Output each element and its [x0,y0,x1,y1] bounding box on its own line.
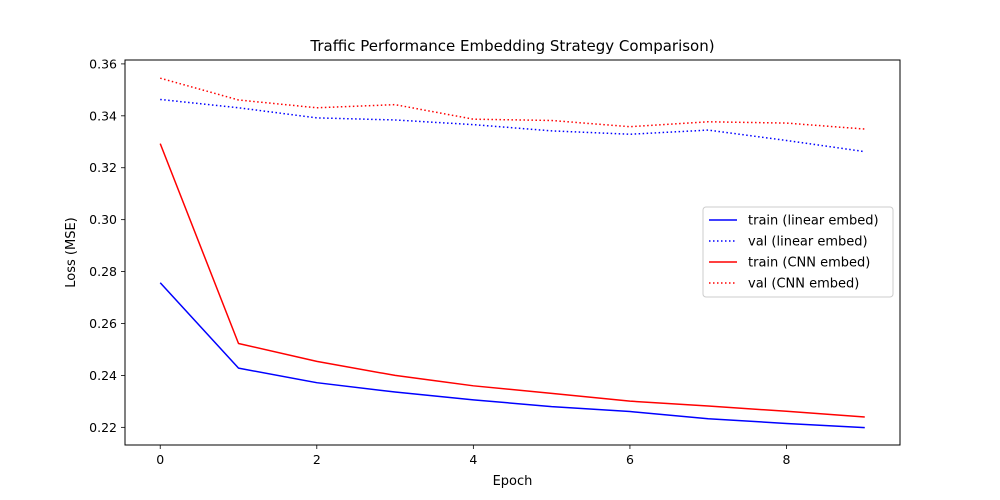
x-tick-label: 4 [469,452,477,467]
y-axis: 0.22 0.24 0.26 0.28 0.30 0.32 0.34 0.36 [89,56,125,435]
series-line-1 [160,98,865,153]
y-axis-label: Loss (MSE) [64,217,79,287]
y-tick-label: 0.28 [89,264,117,279]
y-tick-label: 0.24 [89,368,117,383]
legend: train (linear embed) val (linear embed) tr… [702,206,894,298]
legend-label: train (CNN embed) [748,256,870,271]
y-tick-label: 0.30 [89,212,117,227]
x-axis: 0 2 4 6 8 [156,445,791,467]
plot-area [159,77,865,429]
y-tick-label: 0.22 [89,420,117,435]
x-axis-label: Epoch [493,474,533,489]
x-tick-label: 0 [156,452,164,467]
x-tick-label: 2 [313,452,321,467]
plot-frame [124,59,901,446]
y-tick-label: 0.36 [89,56,117,71]
series-line-3 [160,77,865,130]
series-line-0 [159,282,865,429]
chart-title: Traffic Performance Embedding Strategy C… [309,37,714,55]
y-tick-label: 0.26 [89,316,117,331]
y-tick-label: 0.32 [89,160,117,175]
y-tick-label: 0.34 [89,108,117,123]
series-line-2 [159,143,865,418]
legend-label: val (CNN embed) [748,277,859,292]
legend-box [702,206,894,298]
x-tick-label: 6 [626,452,634,467]
x-tick-label: 8 [783,452,791,467]
legend-label: val (linear embed) [748,235,868,250]
legend-label: train (linear embed) [748,214,879,229]
